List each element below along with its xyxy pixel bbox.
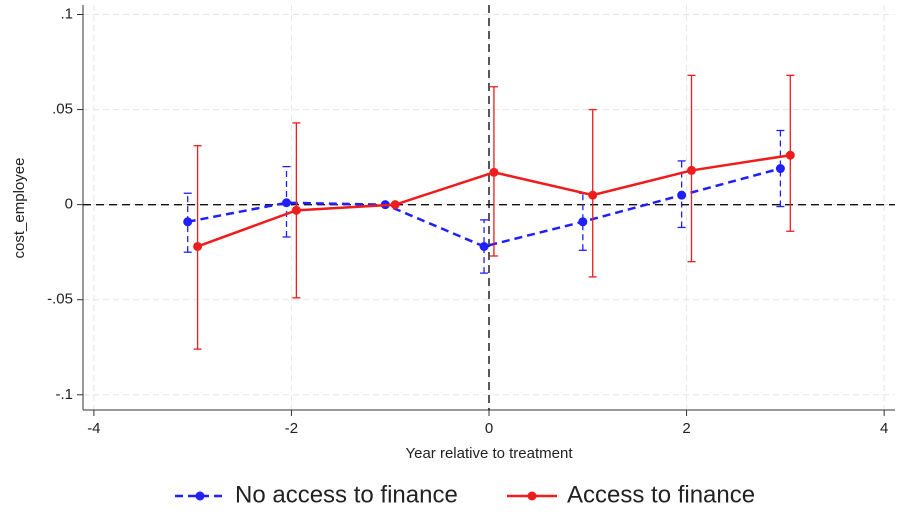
x-tick-label: 0 [485,420,493,437]
data-point [183,217,193,227]
data-point [193,241,203,251]
x-tick-label: -4 [87,420,100,437]
data-point [588,190,598,200]
y-axis-title: cost_employee [11,158,28,259]
data-point [785,150,795,160]
legend: No access to finance Access to finance [175,481,755,508]
data-point [291,205,301,215]
data-point [489,167,499,177]
y-tick-label: 0 [65,196,73,213]
legend-marker [195,491,205,501]
x-axis-title: Year relative to treatment [405,445,573,462]
x-tick-label: -2 [285,420,298,437]
y-tick-label: -.1 [55,386,73,403]
data-point [281,198,291,208]
data-point [390,200,400,210]
legend-marker [527,491,537,501]
legend-label: No access to finance [235,481,458,508]
data-point [479,241,489,251]
x-tick-label: 4 [880,420,888,437]
y-tick-label: -.05 [47,291,73,308]
data-point [677,190,687,200]
data-point [775,164,785,174]
y-tick-label: .1 [60,5,73,22]
legend-label: Access to finance [567,481,755,508]
x-tick-label: 2 [682,420,690,437]
data-point [578,217,588,227]
y-tick-label: .05 [52,101,73,118]
data-point [687,165,697,175]
